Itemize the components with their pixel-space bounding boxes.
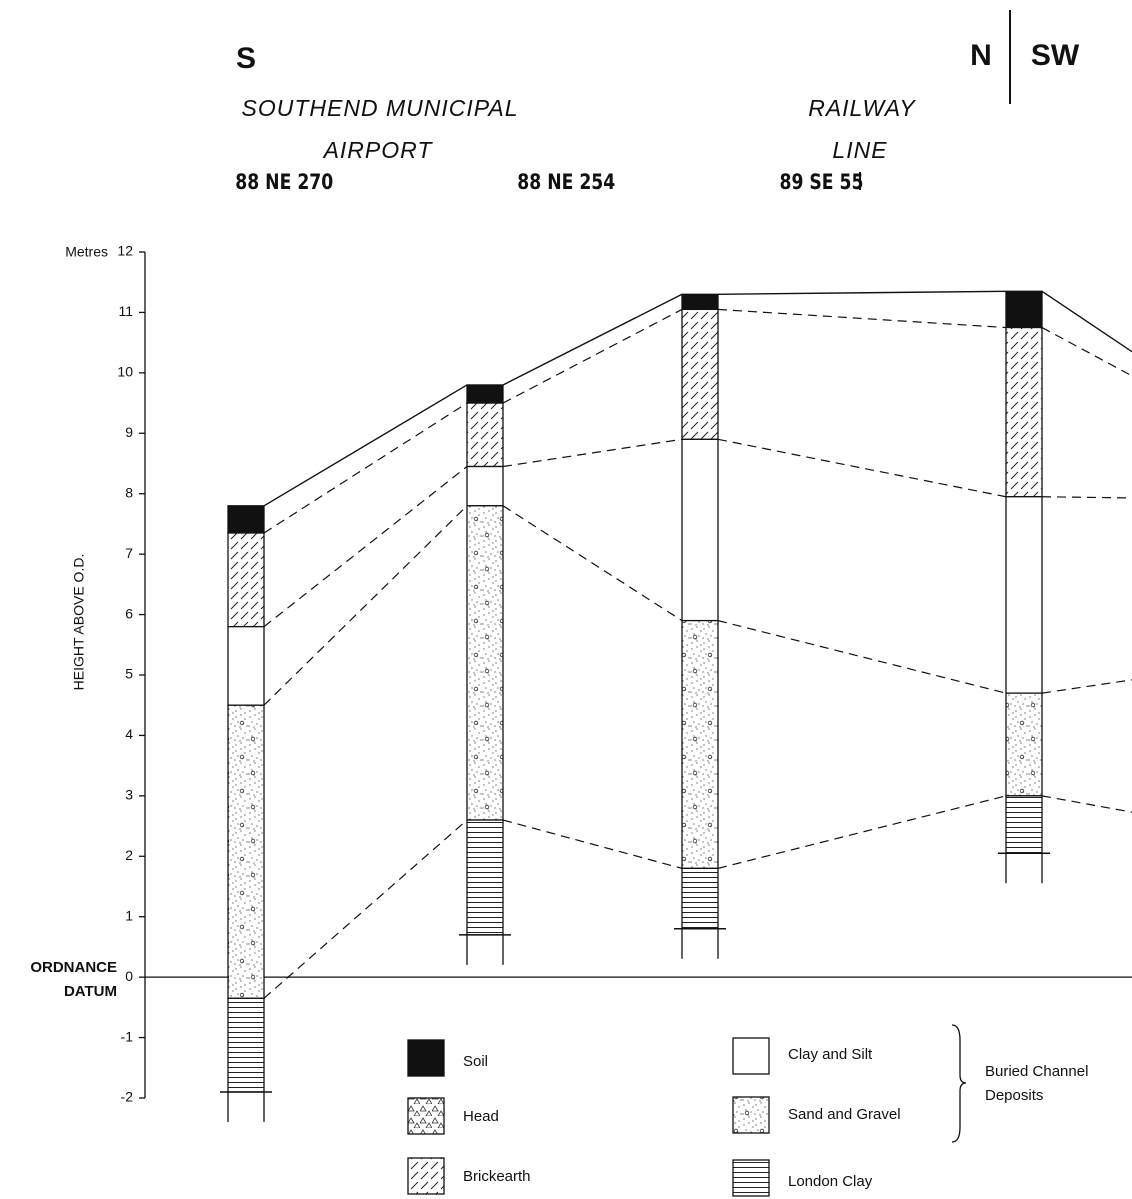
y-tick-label: 4 [125,726,133,742]
y-tick-label: 9 [125,424,133,440]
y-tick-label: 5 [125,666,133,682]
ground-surface [1042,291,1132,351]
layer [228,998,264,1092]
layer [467,820,503,935]
y-tick-label: -2 [121,1089,134,1105]
y-tick-label: 8 [125,484,133,500]
ground-surface [264,385,467,506]
y-tick-label: 10 [117,364,133,380]
y-tick-label: 11 [118,303,133,319]
group-label: Deposits [985,1087,1043,1104]
layer [1006,796,1042,853]
y-tick-label: 7 [125,545,133,561]
layer [228,506,264,533]
correlation-line [718,309,1006,327]
y-axis-title: HEIGHT ABOVE O.D. [71,554,87,691]
place-label: SOUTHEND MUNICIPAL [242,95,519,121]
layer [1006,291,1042,327]
y-tick-label: 6 [125,605,133,621]
correlation-line [503,820,682,868]
layer [467,467,503,506]
correlation-line [503,309,682,403]
correlation-line [503,439,682,466]
correlation-line [1042,328,1132,376]
correlation-line [264,506,467,705]
legend-label: Brickearth [463,1168,531,1185]
datum-label: ORDNANCE [30,959,117,976]
borehole-name: 88 NE 254 [517,169,615,194]
layer [467,403,503,466]
correlation-line [718,796,1006,869]
legend-swatch [733,1097,769,1133]
layer [467,385,503,403]
direction-label: SW [1031,39,1080,72]
legend-swatch [408,1158,444,1194]
place-label: LINE [832,137,887,163]
legend-swatch [408,1040,444,1076]
y-tick-label: 2 [125,847,133,863]
correlation-line [1042,497,1132,498]
layer [467,506,503,820]
layer [682,868,718,928]
legend-brace [952,1025,966,1142]
layer [228,705,264,998]
layer [1006,497,1042,693]
place-label: RAILWAY [808,95,916,121]
axis-unit: Metres [65,244,108,260]
correlation-line [1042,796,1132,812]
borehole-name: 88 NE 270 [235,169,333,194]
correlation-line [264,467,467,627]
borehole-name: 89 SE 55 [779,169,863,194]
direction-label: N [970,39,992,72]
correlation-line [264,820,467,998]
legend-swatch [733,1160,769,1196]
y-tick-label: -1 [121,1028,134,1044]
legend-label: London Clay [788,1173,873,1190]
layer [228,627,264,706]
ground-surface [718,291,1006,294]
correlation-line [718,439,1006,496]
layer [1006,693,1042,796]
place-label: AIRPORT [322,137,434,163]
direction-label: S [236,42,256,75]
layer [682,621,718,869]
correlation-line [1042,680,1132,693]
layer [682,294,718,309]
legend-swatch [733,1038,769,1074]
y-tick-label: 0 [125,968,133,984]
layer [1006,328,1042,497]
correlation-line [264,403,467,533]
legend-label: Clay and Silt [788,1046,873,1063]
y-tick-label: 3 [125,787,133,803]
correlation-line [718,621,1006,694]
ground-surface [503,294,682,385]
layer [682,309,718,439]
legend-label: Sand and Gravel [788,1106,901,1123]
layer [682,439,718,620]
legend-label: Soil [463,1053,488,1070]
datum-label: DATUM [64,983,117,1000]
diagram: S N SW SOUTHEND MUNICIPAL AIRPORT RAILWA… [0,0,1132,1199]
correlation-line [503,506,682,621]
legend-swatch [408,1098,444,1134]
legend-label: Head [463,1108,499,1125]
group-label: Buried Channel [985,1063,1088,1080]
y-tick-label: 12 [117,243,133,259]
layer [228,533,264,627]
y-tick-label: 1 [125,907,133,923]
